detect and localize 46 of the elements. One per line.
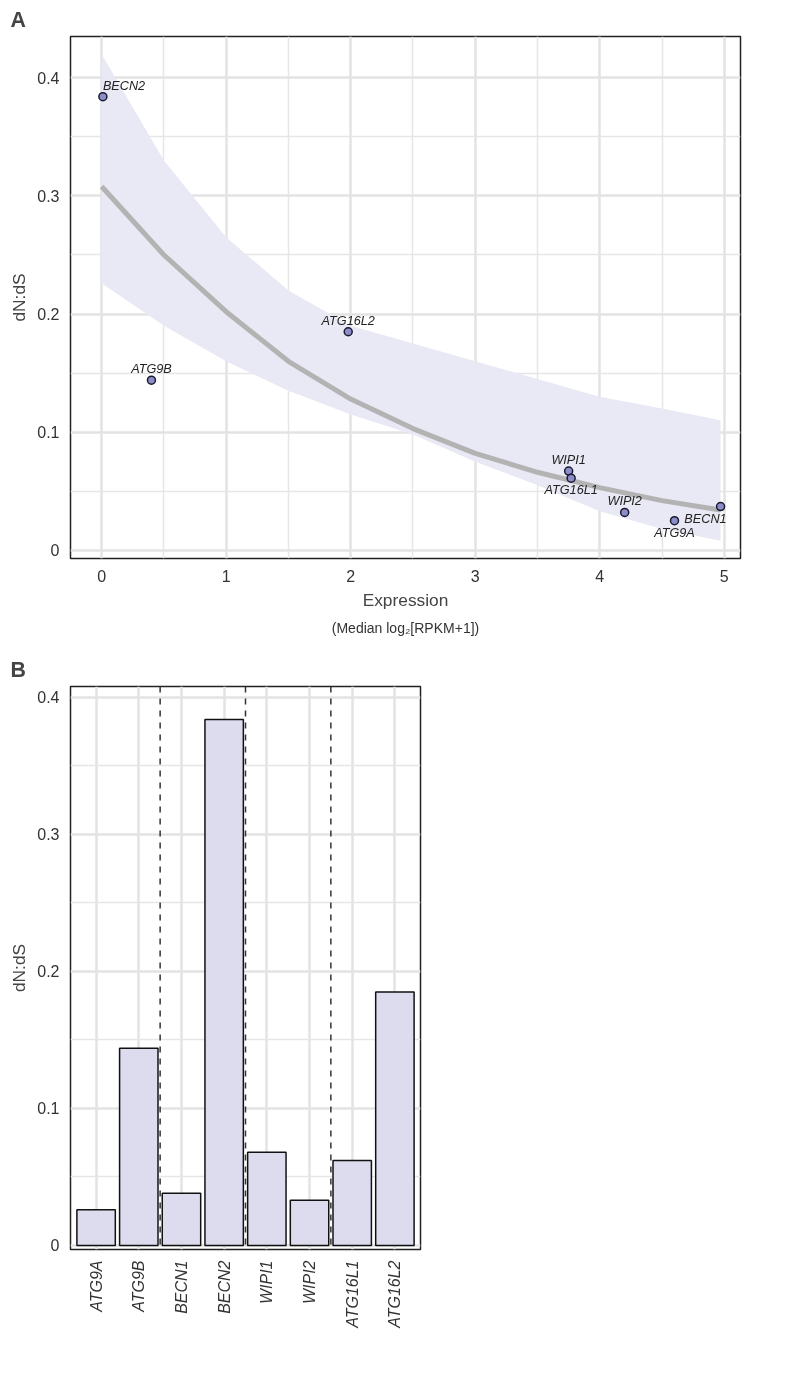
y-tick-label: 0.2 [37, 306, 60, 324]
y-axis-title: dN:dS [9, 943, 30, 993]
x-tick-label: 1 [221, 567, 231, 585]
annotation: ATG9B [130, 362, 173, 377]
annotation: WIPI1 [551, 453, 586, 468]
x-tick-label: WIPI2 [301, 1260, 319, 1305]
y-tick-label: 0.3 [37, 187, 60, 205]
chart-title: B [10, 657, 26, 682]
x-tick-label: ATG16L1 [343, 1260, 361, 1329]
x-tick-label: 4 [595, 567, 605, 585]
annotation: ATG9A [653, 525, 695, 540]
y-tick-label: 0.4 [37, 69, 60, 87]
y-tick-label: 0.3 [37, 826, 60, 844]
chart-title: A [10, 7, 26, 32]
x-tick-label: ATG9B [130, 1260, 148, 1313]
y-tick-label: 0.1 [37, 424, 60, 442]
x-tick-label: BECN2 [215, 1260, 233, 1314]
point [98, 91, 108, 102]
point [669, 515, 680, 526]
y-tick-label: 0.1 [37, 1100, 60, 1118]
y-axis-title: dN:dS [9, 273, 30, 322]
x-tick-label: 5 [719, 567, 729, 585]
x-tick-label: 3 [470, 567, 480, 585]
y-tick-label: 0 [50, 1237, 60, 1255]
x-tick-label: 2 [346, 567, 356, 585]
x-tick-label: ATG16L2 [386, 1260, 404, 1329]
point [566, 473, 576, 483]
x-tick-label: ATG9A [87, 1260, 105, 1313]
annotation: BECN1 [684, 511, 727, 526]
x-axis-title: Expression [362, 589, 449, 610]
x-tick-label: BECN1 [172, 1260, 190, 1314]
x-tick-label: 0 [97, 567, 107, 585]
annotation: ATG16L1 [543, 483, 598, 498]
point [619, 507, 630, 518]
y-tick-label: 0.2 [37, 963, 60, 981]
x-tick-label: WIPI1 [258, 1260, 276, 1305]
point [715, 501, 726, 512]
point [563, 466, 574, 476]
y-tick-label: 0 [50, 542, 60, 560]
point [343, 327, 353, 337]
text: (Median log₂[RPKM+1]) [331, 619, 480, 636]
point [146, 375, 157, 385]
annotation: WIPI2 [607, 494, 642, 509]
annotation: BECN2 [102, 78, 146, 93]
y-tick-label: 0.4 [37, 689, 60, 707]
annotation: ATG16L2 [320, 313, 375, 328]
